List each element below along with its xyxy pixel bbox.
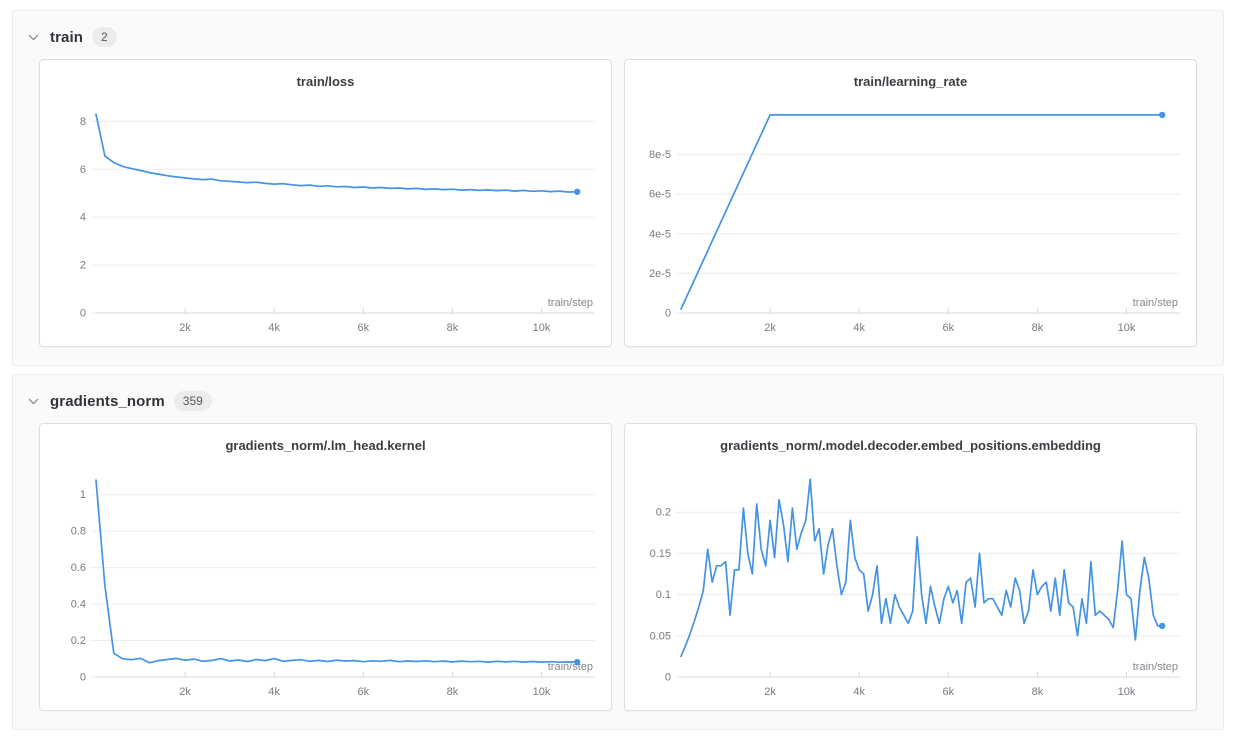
svg-text:6k: 6k (943, 322, 955, 334)
svg-text:train/step: train/step (1133, 661, 1178, 673)
svg-text:1: 1 (80, 489, 86, 501)
svg-text:8e-5: 8e-5 (649, 149, 671, 161)
svg-text:0.15: 0.15 (650, 548, 671, 560)
section-train: train 2 train/loss 0 2 4 6 8 2k 4k 6k 8k 10k train… (12, 10, 1224, 366)
svg-text:4k: 4k (268, 322, 280, 334)
svg-text:train/step: train/step (548, 661, 593, 673)
chart-panel-gradients-norm-lm-head-kernel[interactable]: gradients_norm/.lm_head.kernel 0 0.2 0.4 0.… (39, 423, 612, 711)
svg-text:8k: 8k (1032, 322, 1044, 334)
chart-plot[interactable]: 0 0.2 0.4 0.6 0.8 1 2k 4k 6k 8k 10k train/step (40, 461, 611, 709)
svg-text:4e-5: 4e-5 (649, 228, 671, 240)
svg-text:8k: 8k (447, 686, 459, 698)
svg-text:0.6: 0.6 (71, 562, 86, 574)
svg-text:6k: 6k (358, 686, 370, 698)
svg-text:0.1: 0.1 (656, 589, 671, 601)
chart-title: gradients_norm/.lm_head.kernel (225, 438, 426, 453)
svg-text:0.2: 0.2 (71, 635, 86, 647)
chart-panel-train-learning-rate[interactable]: train/learning_rate 0 2e-5 4e-5 6e-5 8e-5 2k 4… (624, 59, 1197, 347)
chart-title: train/loss (296, 74, 355, 89)
svg-text:0.4: 0.4 (71, 599, 86, 611)
svg-text:0: 0 (80, 308, 86, 320)
svg-text:4k: 4k (268, 686, 280, 698)
svg-text:6: 6 (80, 164, 86, 176)
chevron-down-icon[interactable] (25, 393, 41, 409)
section-gradients-norm: gradients_norm 359 gradients_norm/.lm_he… (12, 374, 1224, 730)
svg-text:6k: 6k (358, 322, 370, 334)
svg-text:2: 2 (80, 260, 86, 272)
chevron-down-icon[interactable] (25, 29, 41, 45)
svg-text:10k: 10k (533, 686, 551, 698)
svg-text:0: 0 (80, 672, 86, 684)
chart-panel-train-loss[interactable]: train/loss 0 2 4 6 8 2k 4k 6k 8k 10k train/step (39, 59, 612, 347)
svg-text:0.2: 0.2 (656, 507, 671, 519)
svg-text:train/step: train/step (1133, 297, 1178, 309)
chart-title: gradients_norm/.model.decoder.embed_posi… (720, 438, 1101, 453)
svg-text:2k: 2k (179, 322, 191, 334)
chart-plot[interactable]: 0 0.05 0.1 0.15 0.2 2k 4k 6k 8k 10k train/step (625, 461, 1196, 709)
chart-title: train/learning_rate (853, 74, 968, 89)
svg-text:0.05: 0.05 (650, 630, 671, 642)
svg-text:10k: 10k (1118, 686, 1136, 698)
panel-count-badge: 2 (92, 27, 117, 47)
svg-text:0: 0 (665, 672, 671, 684)
section-title: train (50, 28, 84, 46)
chart-plot[interactable]: 0 2 4 6 8 2k 4k 6k 8k 10k train/step (40, 97, 611, 345)
section-title: gradients_norm (50, 392, 165, 410)
chart-panel-gradients-norm-embed-positions[interactable]: gradients_norm/.model.decoder.embed_posi… (624, 423, 1197, 711)
svg-text:0: 0 (665, 308, 671, 320)
section-header-train[interactable]: train 2 (25, 19, 1197, 59)
svg-text:6e-5: 6e-5 (649, 189, 671, 201)
svg-text:4: 4 (80, 212, 86, 224)
panel-count-badge: 359 (173, 391, 212, 411)
svg-text:train/step: train/step (548, 297, 593, 309)
svg-text:4k: 4k (853, 322, 865, 334)
svg-text:8k: 8k (1032, 686, 1044, 698)
svg-text:2e-5: 2e-5 (649, 268, 671, 280)
svg-text:2k: 2k (764, 686, 776, 698)
svg-text:10k: 10k (1118, 322, 1136, 334)
svg-text:10k: 10k (533, 322, 551, 334)
chart-plot[interactable]: 0 2e-5 4e-5 6e-5 8e-5 2k 4k 6k 8k 10k train/step (625, 97, 1196, 345)
panel-grid: train/loss 0 2 4 6 8 2k 4k 6k 8k 10k train/step tr… (39, 59, 1197, 347)
svg-text:0.8: 0.8 (71, 526, 86, 538)
svg-text:2k: 2k (764, 322, 776, 334)
section-header-gradients-norm[interactable]: gradients_norm 359 (25, 383, 1197, 423)
svg-text:8: 8 (80, 116, 86, 128)
svg-text:4k: 4k (853, 686, 865, 698)
panel-grid: gradients_norm/.lm_head.kernel 0 0.2 0.4 0.… (39, 423, 1197, 711)
svg-text:8k: 8k (447, 322, 459, 334)
svg-text:2k: 2k (179, 686, 191, 698)
svg-text:6k: 6k (943, 686, 955, 698)
